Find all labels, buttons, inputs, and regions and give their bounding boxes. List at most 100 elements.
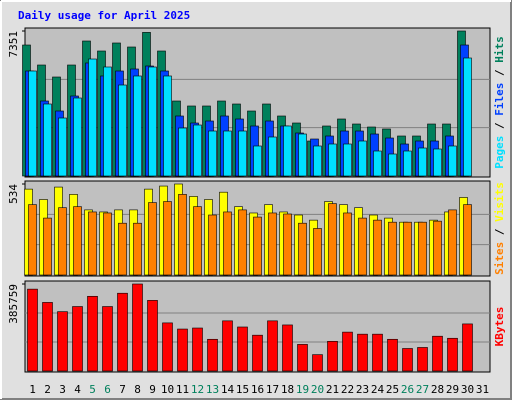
bar [283, 125, 292, 177]
bar [208, 130, 217, 177]
y-tick-label: 385759 [7, 284, 20, 324]
bar [193, 206, 202, 276]
bar [343, 212, 352, 276]
x-tick-label: 30 [461, 383, 474, 396]
bar [328, 203, 337, 276]
bar [433, 220, 442, 276]
bar [72, 306, 83, 372]
bar [433, 148, 442, 177]
legend-entry: KBytes [493, 307, 506, 347]
legend: Sites / Visits [493, 182, 506, 275]
bar [463, 204, 472, 276]
bar [117, 292, 128, 372]
bar [163, 201, 172, 276]
x-tick-label: 18 [281, 383, 294, 396]
bar [253, 216, 262, 276]
x-tick-label: 3 [59, 383, 66, 396]
x-tick-label: 21 [326, 383, 339, 396]
bar [133, 222, 142, 276]
bar [313, 145, 322, 177]
x-tick-label: 8 [134, 383, 141, 396]
bar [178, 127, 187, 177]
x-tick-label: 20 [311, 383, 324, 396]
bar [283, 213, 292, 276]
bar [312, 354, 323, 372]
bar [298, 222, 307, 276]
bar [222, 320, 233, 372]
legend-separator: / [493, 63, 506, 83]
x-tick-label: 9 [149, 383, 156, 396]
bar [447, 337, 458, 372]
bar [208, 214, 217, 276]
bar [238, 130, 247, 177]
bar [223, 211, 232, 276]
legend: KBytes [493, 307, 506, 347]
bar [373, 219, 382, 276]
bar [343, 143, 352, 177]
x-tick-label: 7 [119, 383, 126, 396]
x-tick-label: 24 [371, 383, 385, 396]
x-tick-label: 23 [356, 383, 369, 396]
bar [147, 300, 158, 372]
x-tick-label: 17 [266, 383, 279, 396]
bar [43, 103, 52, 177]
bar [87, 295, 98, 372]
legend-entry: Visits [493, 182, 506, 222]
bar [238, 209, 247, 276]
x-tick-label: 11 [176, 383, 189, 396]
bar [327, 341, 338, 372]
bar [192, 327, 203, 372]
legend-entry: Hits [493, 36, 506, 63]
x-tick-label: 13 [206, 383, 219, 396]
bar [193, 124, 202, 177]
x-tick-label: 31 [476, 383, 489, 396]
bar [163, 75, 172, 177]
bar [57, 311, 68, 372]
bar [358, 217, 367, 276]
bar [432, 335, 443, 372]
bar [418, 221, 427, 276]
bar [448, 209, 457, 276]
bar [177, 328, 188, 372]
bar [73, 97, 82, 177]
bar [28, 70, 37, 177]
bar [28, 204, 37, 276]
bar [58, 207, 67, 276]
bar [148, 202, 157, 276]
bar [237, 326, 248, 372]
chart-title: Daily usage for April 2025 [18, 9, 190, 22]
x-tick-label: 10 [161, 383, 174, 396]
bar [462, 323, 473, 372]
bar [268, 136, 277, 177]
x-tick-label: 26 [401, 383, 414, 396]
bar [73, 206, 82, 276]
x-tick-label: 25 [386, 383, 399, 396]
bar [403, 150, 412, 177]
bar [403, 221, 412, 276]
bar [267, 320, 278, 372]
bar [88, 58, 97, 177]
bar [388, 221, 397, 276]
bar [103, 66, 112, 177]
bar [132, 283, 143, 372]
bar [297, 344, 308, 372]
bar [103, 212, 112, 276]
x-tick-label: 12 [191, 383, 204, 396]
x-tick-label: 14 [221, 383, 235, 396]
x-tick-label: 5 [89, 383, 96, 396]
x-tick-label: 1 [29, 383, 36, 396]
bar [282, 324, 293, 372]
x-tick-label: 16 [251, 383, 264, 396]
bar [118, 222, 127, 276]
bar [358, 140, 367, 177]
bar [207, 338, 218, 372]
bar [118, 84, 127, 177]
bar [253, 145, 262, 177]
bar [373, 150, 382, 177]
bar [27, 288, 38, 372]
x-tick-label: 4 [74, 383, 81, 396]
x-tick-label: 27 [416, 383, 429, 396]
x-tick-label: 22 [341, 383, 354, 396]
legend: Pages / Files / Hits [493, 36, 506, 169]
bar [268, 212, 277, 276]
